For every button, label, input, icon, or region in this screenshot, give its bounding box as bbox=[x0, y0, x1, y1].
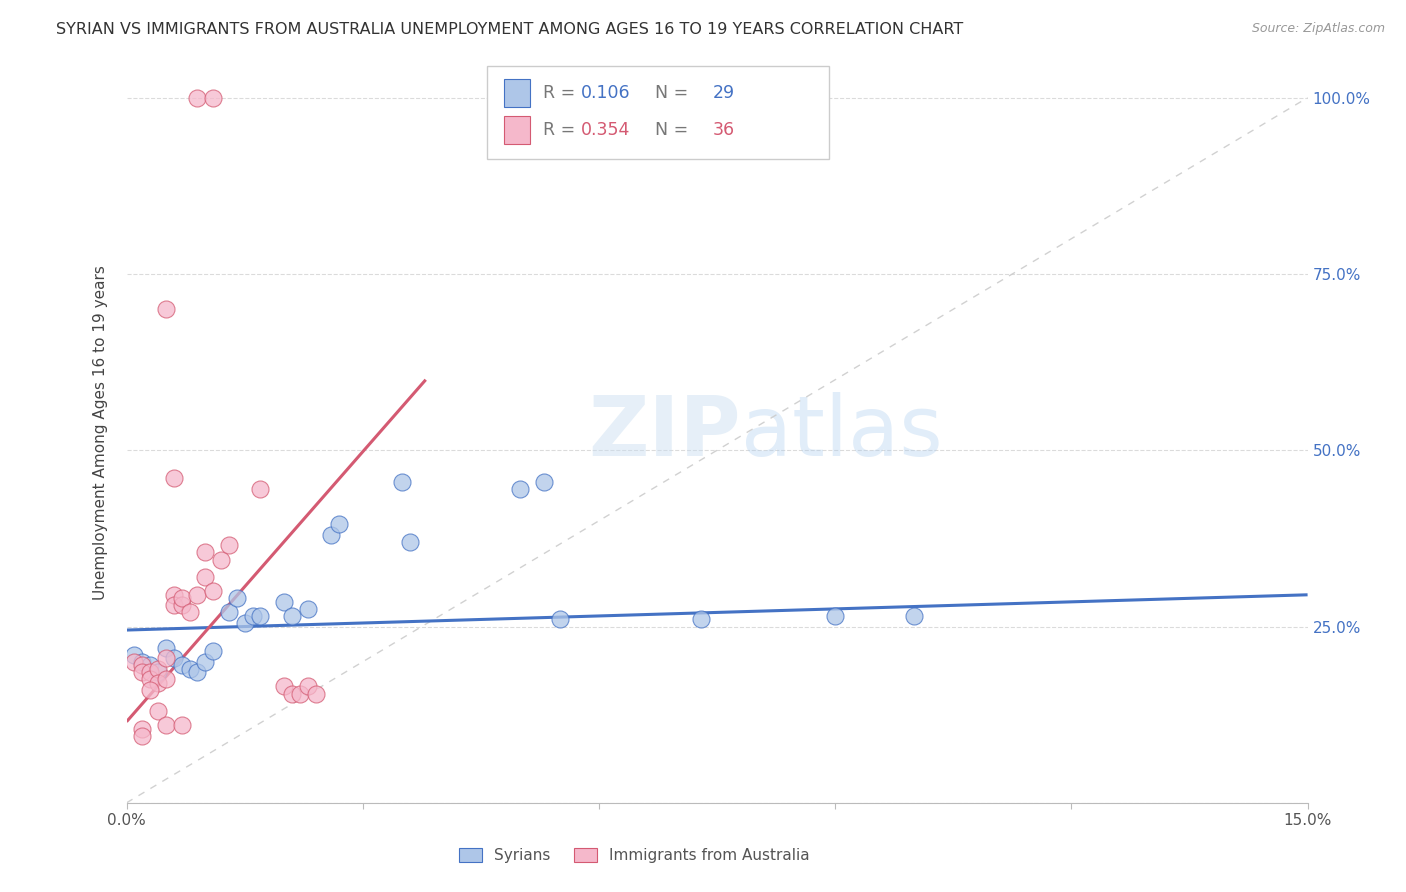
Point bbox=[218, 606, 240, 620]
Point bbox=[146, 662, 169, 676]
Point bbox=[548, 612, 571, 626]
Point bbox=[225, 591, 247, 606]
Point bbox=[170, 718, 193, 732]
Point bbox=[399, 535, 422, 549]
Point bbox=[163, 471, 186, 485]
FancyBboxPatch shape bbox=[505, 116, 530, 144]
Point bbox=[163, 651, 186, 665]
Point bbox=[321, 528, 343, 542]
Point bbox=[194, 545, 217, 559]
Point bbox=[131, 658, 153, 673]
Point bbox=[194, 570, 217, 584]
Point bbox=[281, 609, 304, 624]
Point bbox=[202, 91, 225, 105]
Point bbox=[509, 482, 531, 496]
Point bbox=[146, 665, 169, 680]
Point bbox=[533, 475, 555, 489]
Point bbox=[903, 609, 925, 624]
Point bbox=[202, 644, 225, 658]
Text: 36: 36 bbox=[713, 120, 734, 139]
Point bbox=[209, 552, 232, 566]
Point bbox=[273, 595, 295, 609]
Text: 0.106: 0.106 bbox=[581, 84, 631, 102]
Point bbox=[131, 729, 153, 743]
Point bbox=[690, 612, 713, 626]
Point bbox=[170, 591, 193, 606]
Point bbox=[186, 665, 208, 680]
Point bbox=[170, 599, 193, 613]
Point bbox=[155, 718, 177, 732]
Y-axis label: Unemployment Among Ages 16 to 19 years: Unemployment Among Ages 16 to 19 years bbox=[93, 265, 108, 600]
Point bbox=[194, 655, 217, 669]
Point bbox=[139, 673, 162, 687]
Point bbox=[155, 651, 177, 665]
Point bbox=[202, 584, 225, 599]
Point bbox=[146, 676, 169, 690]
Text: SYRIAN VS IMMIGRANTS FROM AUSTRALIA UNEMPLOYMENT AMONG AGES 16 TO 19 YEARS CORRE: SYRIAN VS IMMIGRANTS FROM AUSTRALIA UNEM… bbox=[56, 22, 963, 37]
Point bbox=[139, 658, 162, 673]
Point bbox=[155, 302, 177, 317]
Point bbox=[273, 680, 295, 694]
Point bbox=[824, 609, 846, 624]
Point bbox=[170, 658, 193, 673]
Text: Source: ZipAtlas.com: Source: ZipAtlas.com bbox=[1251, 22, 1385, 36]
Text: ZIP: ZIP bbox=[588, 392, 741, 473]
Point bbox=[249, 482, 271, 496]
Point bbox=[288, 686, 311, 700]
Point bbox=[304, 686, 326, 700]
Legend: Syrians, Immigrants from Australia: Syrians, Immigrants from Australia bbox=[453, 842, 815, 869]
Point bbox=[163, 599, 186, 613]
Text: R =: R = bbox=[544, 84, 581, 102]
Point bbox=[233, 615, 256, 630]
Point bbox=[179, 606, 201, 620]
Point bbox=[249, 609, 271, 624]
Point bbox=[139, 665, 162, 680]
Point bbox=[155, 673, 177, 687]
Point bbox=[163, 588, 186, 602]
Point bbox=[124, 655, 146, 669]
Point bbox=[131, 722, 153, 736]
Point bbox=[218, 538, 240, 552]
Point bbox=[186, 588, 208, 602]
Point bbox=[179, 662, 201, 676]
Text: 29: 29 bbox=[713, 84, 734, 102]
Point bbox=[139, 683, 162, 698]
Point bbox=[124, 648, 146, 662]
Point bbox=[242, 609, 264, 624]
Point bbox=[131, 665, 153, 680]
FancyBboxPatch shape bbox=[505, 78, 530, 107]
Point bbox=[281, 686, 304, 700]
Point bbox=[297, 602, 319, 616]
Point bbox=[146, 704, 169, 718]
Text: R =: R = bbox=[544, 120, 581, 139]
Text: N =: N = bbox=[644, 120, 693, 139]
Point bbox=[131, 655, 153, 669]
Text: atlas: atlas bbox=[741, 392, 942, 473]
Point bbox=[391, 475, 413, 489]
FancyBboxPatch shape bbox=[486, 66, 830, 159]
Point bbox=[155, 640, 177, 655]
Text: 0.354: 0.354 bbox=[581, 120, 631, 139]
Point bbox=[328, 517, 350, 532]
Point bbox=[186, 91, 208, 105]
Text: N =: N = bbox=[644, 84, 693, 102]
Point bbox=[297, 680, 319, 694]
